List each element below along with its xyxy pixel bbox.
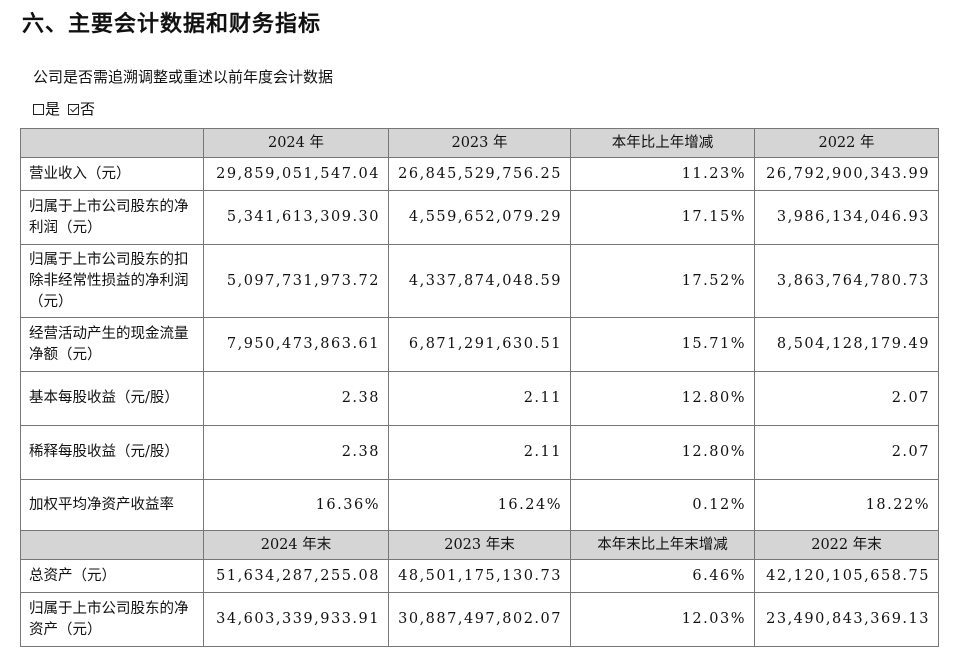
- value-cell: 3,863,764,780.73: [754, 244, 939, 318]
- table-row: 归属于上市公司股东的扣除非经常性损益的净利润（元） 5,097,731,973.…: [20, 244, 939, 318]
- table-row: 稀释每股收益（元/股） 2.38 2.11 12.80% 2.07: [20, 425, 939, 480]
- row-label: 稀释每股收益（元/股）: [20, 425, 204, 480]
- value-cell: 2.07: [754, 425, 939, 480]
- header-cell: 2024 年末: [203, 530, 389, 560]
- option-yes-label: 是: [45, 100, 61, 118]
- row-label: 经营活动产生的现金流量净额（元）: [20, 317, 204, 372]
- table-row: 经营活动产生的现金流量净额（元） 7,950,473,863.61 6,871,…: [20, 317, 939, 372]
- header-cell: 2023 年: [388, 128, 571, 158]
- restatement-question: 公司是否需追溯调整或重述以前年度会计数据: [33, 68, 334, 86]
- value-cell: 26,792,900,343.99: [754, 157, 939, 191]
- value-cell: 16.24%: [388, 479, 571, 531]
- table-row: 加权平均净资产收益率 16.36% 16.24% 0.12% 18.22%: [20, 479, 939, 531]
- value-cell: 2.11: [388, 425, 571, 480]
- value-cell: 6.46%: [570, 559, 755, 593]
- value-cell: 18.22%: [754, 479, 939, 531]
- value-cell: 42,120,105,658.75: [754, 559, 939, 593]
- checked-box-icon[interactable]: [68, 104, 80, 115]
- value-cell: 23,490,843,369.13: [754, 592, 939, 647]
- restatement-options: 是否: [33, 98, 103, 119]
- row-label: 归属于上市公司股东的扣除非经常性损益的净利润（元）: [20, 244, 204, 318]
- financial-data-table: 2024 年 2023 年 本年比上年增减 2022 年 营业收入（元） 29,…: [20, 128, 939, 647]
- value-cell: 2.07: [754, 371, 939, 426]
- value-cell: 16.36%: [203, 479, 389, 531]
- row-label: 归属于上市公司股东的净利润（元）: [20, 190, 204, 245]
- option-no-label: 否: [80, 100, 96, 118]
- row-label: 营业收入（元）: [20, 157, 204, 191]
- table-row: 归属于上市公司股东的净利润（元） 5,341,613,309.30 4,559,…: [20, 190, 939, 245]
- value-cell: 6,871,291,630.51: [388, 317, 571, 372]
- table-row: 基本每股收益（元/股） 2.38 2.11 12.80% 2.07: [20, 371, 939, 426]
- value-cell: 11.23%: [570, 157, 755, 191]
- value-cell: 51,634,287,255.08: [203, 559, 389, 593]
- header-cell: 2024 年: [203, 128, 389, 158]
- unchecked-box-icon[interactable]: [33, 104, 44, 115]
- value-cell: 2.38: [203, 425, 389, 480]
- value-cell: 4,559,652,079.29: [388, 190, 571, 245]
- table-row: 营业收入（元） 29,859,051,547.04 26,845,529,756…: [20, 157, 939, 191]
- value-cell: 12.80%: [570, 371, 755, 426]
- value-cell: 7,950,473,863.61: [203, 317, 389, 372]
- row-label: 总资产（元）: [20, 559, 204, 593]
- value-cell: 15.71%: [570, 317, 755, 372]
- value-cell: 26,845,529,756.25: [388, 157, 571, 191]
- value-cell: 12.80%: [570, 425, 755, 480]
- row-label: 基本每股收益（元/股）: [20, 371, 204, 426]
- option-no[interactable]: 否: [68, 100, 95, 118]
- value-cell: 12.03%: [570, 592, 755, 647]
- row-label: 归属于上市公司股东的净资产（元）: [20, 592, 204, 647]
- header-cell: 2022 年末: [754, 530, 939, 560]
- value-cell: 34,603,339,933.91: [203, 592, 389, 647]
- header-cell: [20, 128, 204, 158]
- table-row: 归属于上市公司股东的净资产（元） 34,603,339,933.91 30,88…: [20, 592, 939, 647]
- value-cell: 5,341,613,309.30: [203, 190, 389, 245]
- header-cell: [20, 530, 204, 560]
- value-cell: 17.52%: [570, 244, 755, 318]
- value-cell: 0.12%: [570, 479, 755, 531]
- value-cell: 8,504,128,179.49: [754, 317, 939, 372]
- value-cell: 30,887,497,802.07: [388, 592, 571, 647]
- table-row: 总资产（元） 51,634,287,255.08 48,501,175,130.…: [20, 559, 939, 593]
- option-yes[interactable]: 是: [33, 100, 60, 118]
- value-cell: 2.11: [388, 371, 571, 426]
- table-header-row: 2024 年末 2023 年末 本年末比上年末增减 2022 年末: [20, 530, 939, 560]
- header-cell: 2022 年: [754, 128, 939, 158]
- header-cell: 2023 年末: [388, 530, 571, 560]
- header-cell: 本年末比上年末增减: [570, 530, 755, 560]
- value-cell: 3,986,134,046.93: [754, 190, 939, 245]
- value-cell: 2.38: [203, 371, 389, 426]
- value-cell: 29,859,051,547.04: [203, 157, 389, 191]
- value-cell: 4,337,874,048.59: [388, 244, 571, 318]
- value-cell: 5,097,731,973.72: [203, 244, 389, 318]
- value-cell: 17.15%: [570, 190, 755, 245]
- section-heading: 六、主要会计数据和财务指标: [22, 12, 322, 37]
- value-cell: 48,501,175,130.73: [388, 559, 571, 593]
- header-cell: 本年比上年增减: [570, 128, 755, 158]
- table-header-row: 2024 年 2023 年 本年比上年增减 2022 年: [20, 128, 939, 158]
- row-label: 加权平均净资产收益率: [20, 479, 204, 531]
